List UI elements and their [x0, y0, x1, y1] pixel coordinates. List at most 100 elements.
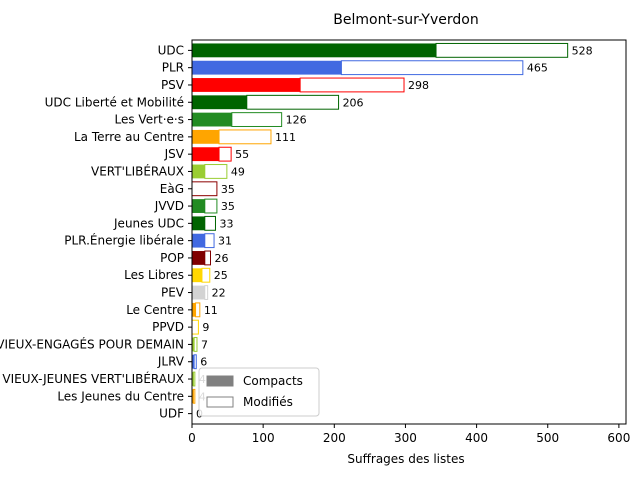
- bar-2-compacts: [192, 78, 301, 92]
- x-tick-label: 200: [323, 431, 346, 445]
- data-label-total: 11: [204, 304, 218, 317]
- bar-5-modifies: [218, 129, 272, 145]
- data-label-total: 49: [231, 165, 245, 178]
- data-label-total: 111: [275, 131, 296, 144]
- data-label-total: 7: [201, 338, 208, 351]
- legend-label: Compacts: [243, 374, 303, 388]
- bar-16-modifies: [191, 319, 199, 335]
- bar-20-compacts: [192, 389, 194, 404]
- bar-3-compacts: [192, 95, 247, 110]
- x-axis: 0 100 200 300 400 500 600: [188, 424, 630, 445]
- bar-11-compacts: [192, 233, 205, 248]
- legend-swatch-compacts: [206, 375, 234, 387]
- bar-3-modifies: [246, 94, 340, 110]
- bar-9-modifies: [204, 198, 218, 214]
- data-label-total: 25: [214, 269, 228, 282]
- bar-12-modifies: [204, 250, 211, 266]
- category-label: PPVD: [152, 320, 184, 334]
- data-label-total: 126: [286, 114, 307, 127]
- bar-1-compacts: [192, 60, 342, 75]
- bar-13-compacts: [192, 268, 202, 283]
- bar-7-compacts: [192, 164, 205, 179]
- bar-0-modifies: [435, 42, 569, 58]
- data-label-total: 26: [214, 252, 228, 265]
- bar-10-modifies: [204, 215, 216, 231]
- category-label: LES VIEUX-ENGAGÉS POUR DEMAIN: [0, 336, 184, 351]
- x-tick-label: 0: [188, 431, 196, 445]
- plot-frame: [191, 39, 627, 425]
- x-tick-label: 100: [252, 431, 275, 445]
- category-label: LES VIEUX-JEUNES VERT'LIBÉRAUX: [0, 371, 184, 386]
- category-label: PLR.Énergie libérale: [64, 233, 184, 248]
- legend-label: Modifiés: [243, 395, 293, 409]
- bar-14-compacts: [192, 285, 205, 300]
- category-label: JVVD: [154, 199, 184, 213]
- x-tick-label: 300: [394, 431, 417, 445]
- category-label: EàG: [160, 182, 184, 196]
- bar-17-compacts: [192, 337, 195, 352]
- bar-13-modifies: [201, 267, 211, 283]
- bar-9-compacts: [192, 199, 205, 213]
- category-label: UDC Liberté et Mobilité: [45, 95, 184, 109]
- bar-6-modifies: [218, 146, 232, 162]
- bar-12-compacts: [192, 251, 205, 265]
- category-label: Les Vert·e·s: [115, 113, 185, 127]
- bar-5-compacts: [192, 129, 220, 144]
- bar-15-modifies: [195, 302, 201, 318]
- bar-18-modifies: [193, 354, 197, 370]
- category-label: UDC: [158, 43, 184, 57]
- data-label-total: 35: [221, 200, 235, 213]
- chart-title: Belmont-sur-Yverdon: [333, 12, 478, 28]
- category-label: La Terre au Centre: [74, 130, 184, 144]
- bar-19-compacts: [192, 372, 194, 386]
- bar-11-modifies: [204, 233, 215, 249]
- data-label-total: 528: [572, 44, 593, 57]
- bar-10-compacts: [192, 216, 205, 231]
- data-label-total: 35: [221, 183, 235, 196]
- category-label: UDF: [159, 407, 184, 421]
- category-labels: UDC PLR PSV UDC Liberté et Mobilité Les Vert…: [0, 43, 192, 421]
- bars-group: [191, 42, 569, 404]
- category-label: VERT'LIBÉRAUX: [91, 163, 184, 178]
- bar-4-compacts: [192, 112, 232, 127]
- bar-8-modifies: [191, 181, 218, 197]
- x-axis-label: Suffrages des listes: [347, 452, 464, 466]
- bar-6-compacts: [192, 147, 220, 162]
- bar-15-compacts: [192, 302, 196, 317]
- bar-17-modifies: [193, 337, 198, 352]
- bar-1-modifies: [340, 60, 524, 76]
- bar-19-modifies: [192, 371, 196, 387]
- x-tick-label: 400: [465, 431, 488, 445]
- category-label: Jeunes UDC: [113, 216, 184, 230]
- category-label: Les Libres: [124, 268, 184, 282]
- data-label-total: 31: [218, 235, 232, 248]
- category-label: JLRV: [157, 355, 185, 369]
- bar-2-modifies: [299, 77, 405, 93]
- data-label-total: 206: [343, 96, 364, 109]
- data-labels: 528 465 298 206 126 111 55 49 35 35 33 31 26 25 22 11 9 7…: [196, 44, 593, 420]
- category-label: Le Centre: [126, 303, 184, 317]
- data-label-total: 33: [219, 217, 233, 230]
- category-label: PEV: [161, 286, 185, 300]
- data-label-total: 22: [212, 287, 226, 300]
- bar-20-modifies: [192, 388, 196, 404]
- legend: Compacts Modifiés: [198, 367, 320, 417]
- category-label: PLR: [162, 61, 184, 75]
- x-tick-label: 500: [536, 431, 559, 445]
- data-label-total: 9: [202, 321, 209, 334]
- legend-swatch-modifies: [206, 396, 234, 408]
- bar-7-modifies: [204, 164, 228, 179]
- bar-0-compacts: [192, 43, 437, 58]
- category-label: JSV: [164, 147, 185, 161]
- bar-18-compacts: [192, 354, 195, 369]
- data-label-total: 298: [408, 79, 429, 92]
- data-label-total: 6: [200, 356, 207, 369]
- data-label-total: 465: [527, 62, 548, 75]
- category-label: PSV: [161, 78, 185, 92]
- x-tick-label: 600: [607, 431, 630, 445]
- category-label: POP: [160, 251, 184, 265]
- data-label-total: 55: [235, 148, 249, 161]
- bar-4-modifies: [231, 112, 283, 127]
- category-label: Les Jeunes du Centre: [57, 389, 184, 403]
